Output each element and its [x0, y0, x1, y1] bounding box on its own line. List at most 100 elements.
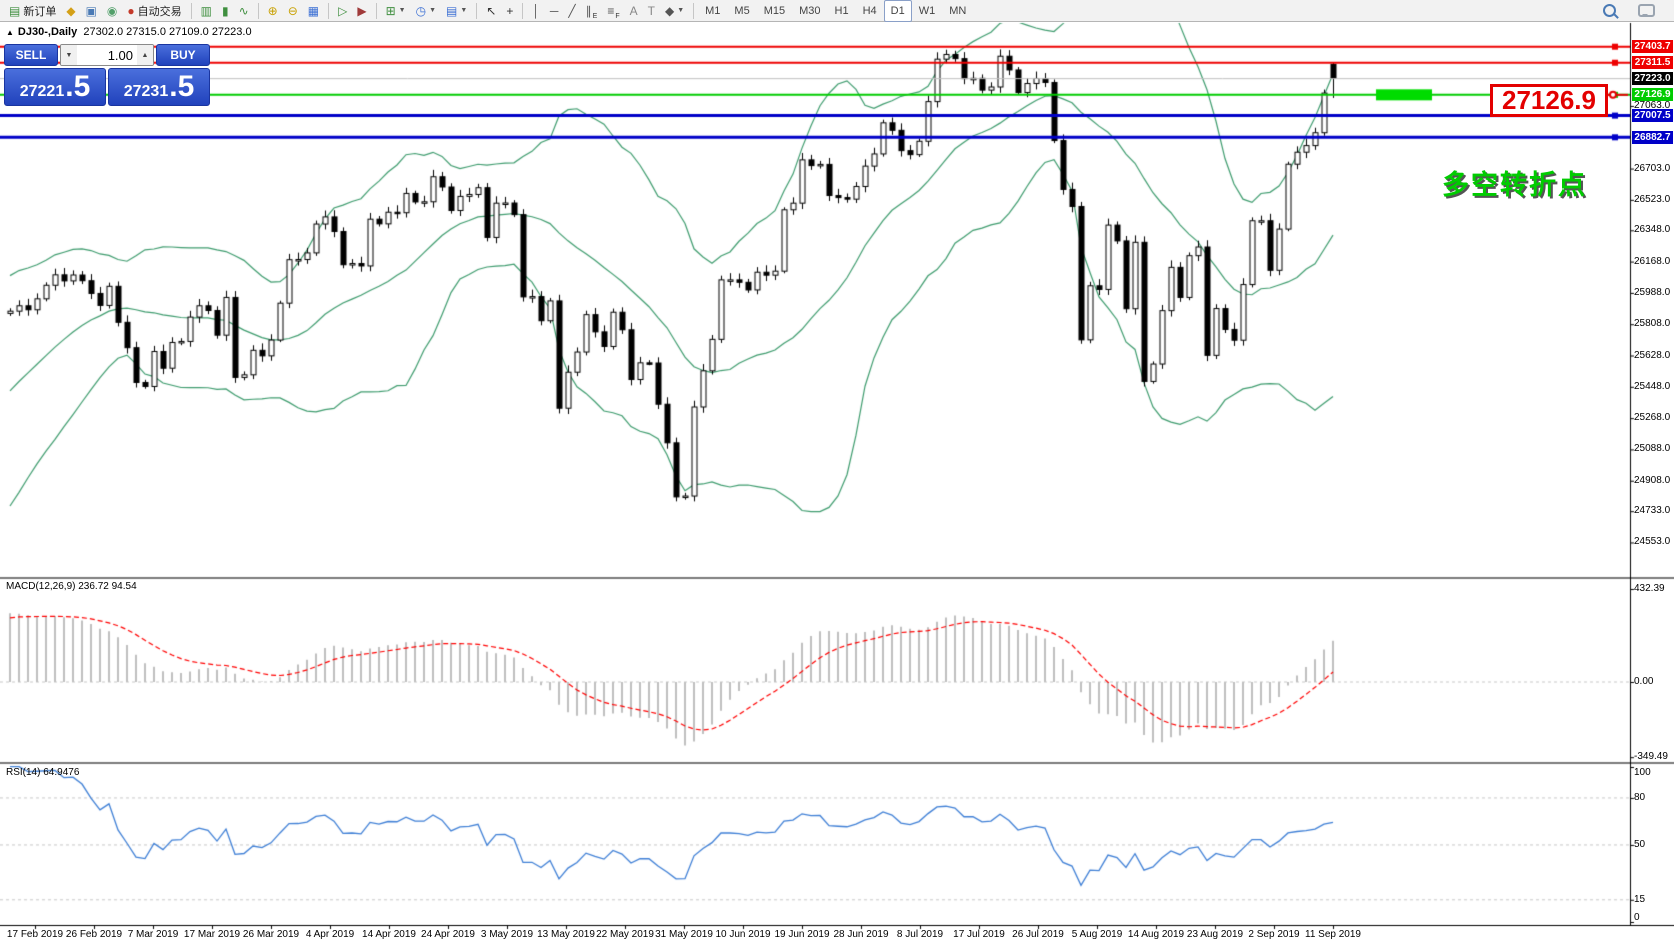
- dropdown-arrow-icon: ▼: [398, 7, 406, 14]
- sell-price-main: 27221: [19, 83, 65, 100]
- price-tick-label: 27063.0: [1634, 99, 1671, 111]
- text-label-button[interactable]: T: [643, 0, 660, 22]
- templates-button[interactable]: ▤ ▼: [441, 0, 472, 22]
- date-label: 7 Mar 2019: [127, 929, 179, 940]
- candlestick-chart-button[interactable]: ▮: [217, 0, 234, 22]
- indicators-button[interactable]: ⊞ ▼: [381, 0, 411, 22]
- price-tick-label: 24553.0: [1634, 536, 1671, 548]
- text-label-icon: T: [647, 3, 655, 18]
- timeframe-m1-label: M1: [705, 4, 721, 17]
- buy-button[interactable]: BUY: [156, 44, 210, 66]
- timeframe-m5[interactable]: M5: [727, 0, 756, 22]
- time-scale[interactable]: 17 Feb 2019 26 Feb 2019 7 Mar 2019 17 Mar 2…: [0, 929, 1674, 945]
- symbol-ohlc: 27302.0 27315.0 27109.0 27223.0: [83, 26, 252, 38]
- price-scale[interactable]: 27063.0 26703.0 26523.0 26348.0 26168.0 25988…: [1630, 0, 1674, 947]
- chat-button[interactable]: [1633, 0, 1660, 22]
- price-tick-label: 25268.0: [1634, 412, 1671, 424]
- line-chart-button[interactable]: ∿: [234, 0, 254, 22]
- toolbar-separator: [476, 2, 478, 19]
- chart-shift-button[interactable]: ▶: [352, 0, 371, 22]
- new-order-button-label: 新订单: [23, 5, 57, 18]
- search-button[interactable]: [1598, 0, 1621, 22]
- timeframe-m30-label: M30: [799, 4, 821, 17]
- price-tick-label: 26523.0: [1634, 193, 1671, 205]
- timeframe-h4-label: H4: [862, 4, 877, 17]
- crosshair-icon: +: [506, 3, 514, 18]
- zoom-in-button[interactable]: ⊕: [263, 0, 283, 22]
- signals-button[interactable]: ◉: [102, 0, 122, 22]
- timeframe-d1-label: D1: [890, 4, 905, 17]
- date-label: 26 Feb 2019: [65, 929, 123, 940]
- equidistant-channel-button[interactable]: ∥ E: [581, 0, 603, 22]
- sub-label: F: [615, 12, 620, 20]
- timeframe-m30[interactable]: M30: [792, 0, 827, 22]
- toolbar: ▤ 新订单 ◆ ▣ ◉ ● 自动交易 ▥ ▮ ∿ ⊕ ⊖ ▦ ▷ ▶ ⊞ ▼ ◷ ▼ ▤ ▼ ↖ + │ ─ ╱ ∥ E ≡ F A T ◆ ▼ M…: [0, 0, 1674, 22]
- price-tick-label: 24733.0: [1634, 505, 1671, 517]
- autotrading-button-label: 自动交易: [137, 5, 182, 18]
- date-label: 26 Jul 2019: [1012, 929, 1064, 940]
- toolbar-separator: [522, 2, 524, 19]
- symbol-info: ▲ DJ30-,Daily 27302.0 27315.0 27109.0 272…: [6, 26, 252, 38]
- text-button[interactable]: A: [625, 0, 643, 22]
- rsi-tick-label: 0: [1634, 912, 1640, 923]
- date-label: 23 Aug 2019: [1186, 929, 1244, 940]
- trendline-button[interactable]: ╱: [563, 0, 580, 22]
- volume-input[interactable]: [77, 45, 137, 65]
- volume-decrease-button[interactable]: ▼: [61, 45, 77, 65]
- horizontal-line-button[interactable]: ─: [545, 0, 564, 22]
- price-tick-label: 25448.0: [1634, 380, 1671, 392]
- date-label: 14 Apr 2019: [362, 929, 416, 940]
- tile-windows-button[interactable]: ▦: [303, 0, 324, 22]
- new-order-button[interactable]: ▤ 新订单: [4, 0, 61, 22]
- crosshair-button[interactable]: +: [501, 0, 518, 22]
- periods-icon: ◷: [415, 3, 427, 18]
- sell-button[interactable]: SELL: [4, 44, 58, 66]
- toolbar-separator: [190, 2, 192, 19]
- macd-tick-label: 0.00: [1634, 676, 1654, 687]
- periods-button[interactable]: ◷ ▼: [411, 0, 441, 22]
- timeframe-mn[interactable]: MN: [942, 0, 973, 22]
- fibonacci-button[interactable]: ≡ F: [602, 0, 624, 22]
- timeframe-m15-label: M15: [763, 4, 786, 17]
- line-chart-icon: ∿: [238, 3, 249, 18]
- volume-increase-button[interactable]: ▲: [137, 45, 153, 65]
- zoom-out-button[interactable]: ⊖: [283, 0, 303, 22]
- price-tick-label: 25988.0: [1634, 286, 1671, 298]
- cursor-button[interactable]: ↖: [481, 0, 501, 22]
- key-level-price-label[interactable]: 27126.9: [1490, 84, 1608, 117]
- date-label: 17 Jul 2019: [953, 929, 1005, 940]
- chart-shift-icon: ▶: [357, 3, 367, 18]
- dropdown-arrow-icon: ▼: [460, 7, 468, 14]
- terminal-button[interactable]: ▣: [81, 0, 102, 22]
- date-label: 22 May 2019: [596, 929, 654, 940]
- auto-scroll-icon: ▷: [338, 3, 348, 18]
- timeframe-m1[interactable]: M1: [698, 0, 727, 22]
- sell-price-frac: .5: [65, 70, 91, 103]
- date-label: 4 Apr 2019: [305, 929, 355, 940]
- chart-collapse-icon[interactable]: ▲: [6, 28, 14, 37]
- buy-price-button[interactable]: 27231.5: [108, 68, 210, 106]
- price-tick-label: 25628.0: [1634, 349, 1671, 361]
- vertical-line-button[interactable]: │: [527, 0, 545, 22]
- new-chart-button[interactable]: ◆: [61, 0, 80, 22]
- timeframe-h4[interactable]: H4: [856, 0, 884, 22]
- autotrading-button[interactable]: ● 自动交易: [122, 0, 186, 22]
- turning-point-annotation[interactable]: 多空转折点: [1442, 170, 1587, 200]
- vertical-line-icon: │: [532, 3, 540, 18]
- bar-chart-button[interactable]: ▥: [196, 0, 217, 22]
- sell-price-button[interactable]: 27221.5: [4, 68, 106, 106]
- rsi-tick-label: 100: [1634, 767, 1651, 778]
- timeframe-h1[interactable]: H1: [828, 0, 856, 22]
- price-line-badge: 27403.7: [1632, 40, 1673, 54]
- price-line-badge: 26882.7: [1632, 130, 1673, 144]
- auto-scroll-button[interactable]: ▷: [333, 0, 352, 22]
- timeframe-d1[interactable]: D1: [883, 0, 912, 22]
- toolbar-separator: [375, 2, 377, 19]
- arrows-button[interactable]: ◆ ▼: [660, 0, 689, 22]
- timeframe-w1[interactable]: W1: [912, 0, 943, 22]
- date-label: 13 May 2019: [537, 929, 595, 940]
- timeframe-m15[interactable]: M15: [757, 0, 792, 22]
- price-line-badge: 27126.9: [1632, 88, 1673, 102]
- price-tick-label: 26348.0: [1634, 224, 1671, 236]
